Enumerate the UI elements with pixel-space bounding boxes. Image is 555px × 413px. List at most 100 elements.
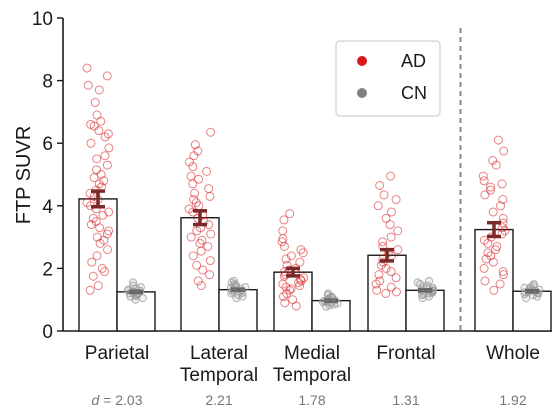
data-point-ad — [479, 263, 489, 273]
data-point-ad — [104, 207, 114, 217]
data-point-ad — [88, 213, 98, 223]
data-point-ad — [489, 285, 499, 295]
data-point-ad — [277, 237, 287, 247]
data-point-ad — [286, 251, 296, 261]
error-bars — [91, 189, 539, 303]
data-point-ad — [86, 220, 96, 230]
data-point-ad — [386, 267, 396, 277]
data-point-ad — [203, 241, 213, 251]
bars — [78, 198, 552, 332]
data-point-ad — [296, 245, 306, 255]
data-point-ad — [371, 279, 381, 289]
data-point-ad — [82, 63, 92, 73]
category-label: Whole — [486, 343, 540, 364]
bar-ad — [273, 271, 313, 332]
data-point-ad — [375, 180, 385, 190]
data-point-ad — [190, 188, 200, 198]
legend-marker-ad — [357, 56, 367, 66]
legend-marker-cn — [357, 88, 367, 98]
data-point-ad — [497, 179, 507, 189]
data-point-ad — [386, 232, 396, 242]
data-point-ad — [373, 201, 383, 211]
data-point-ad — [196, 246, 206, 256]
data-point-ad — [92, 251, 102, 261]
effect-size-label: d = 2.03 — [92, 392, 143, 408]
data-point-ad — [493, 135, 503, 145]
data-point-ad — [92, 154, 102, 164]
data-point-ad — [385, 220, 395, 230]
data-point-ad — [89, 173, 99, 183]
data-point-ad — [497, 223, 507, 233]
category-label: Lateral — [190, 343, 248, 364]
data-point-ad — [491, 245, 501, 255]
data-point-ad — [86, 138, 96, 148]
data-point-ad — [205, 270, 215, 280]
data-point-ad — [298, 248, 308, 258]
category-label: Frontal — [376, 343, 435, 364]
data-point-ad — [391, 195, 401, 205]
data-point-ad — [98, 210, 108, 220]
data-point-ad — [372, 285, 382, 295]
data-point-ad — [386, 282, 396, 292]
data-point-ad — [202, 166, 212, 176]
data-point-ad — [280, 298, 290, 308]
category-labels: Parietal LateralTemporalMedialTemporalFro… — [85, 343, 540, 386]
data-point-ad — [102, 71, 112, 81]
data-point-ad — [391, 287, 401, 297]
y-tick-label: 0 — [42, 322, 53, 343]
effect-size-label: 1.78 — [298, 392, 325, 408]
data-point-ad — [87, 257, 97, 267]
legend: AD CN — [335, 40, 441, 117]
data-point-ad — [206, 127, 216, 137]
data-point-ad — [193, 276, 203, 286]
data-point-ad — [85, 285, 95, 295]
data-point-ad — [97, 263, 107, 273]
data-point-ad — [393, 245, 403, 255]
data-point-cn — [238, 292, 247, 301]
data-point-ad — [192, 260, 202, 270]
data-point-ad — [103, 129, 113, 139]
data-point-ad — [379, 190, 389, 200]
data-point-ad — [279, 215, 289, 225]
data-point-ad — [480, 276, 490, 286]
data-point-ad — [186, 171, 196, 181]
data-point-ad — [95, 238, 105, 248]
data-point-ad — [88, 271, 98, 281]
effect-size-label: 2.21 — [205, 392, 232, 408]
effect-size-label: 1.31 — [392, 392, 419, 408]
data-point-ad — [498, 213, 508, 223]
data-point-ad — [296, 276, 306, 286]
data-point-ad — [93, 281, 103, 291]
data-point-ad — [393, 226, 403, 236]
data-point-ad — [391, 273, 401, 283]
y-tick-label: 10 — [32, 9, 53, 30]
data-point-ad — [184, 157, 194, 167]
data-point-ad — [192, 226, 202, 236]
data-point-ad — [495, 279, 505, 289]
data-point-ad — [291, 301, 301, 311]
data-point-ad — [279, 292, 289, 302]
bar-cn — [512, 290, 552, 332]
data-point-cn — [138, 294, 147, 303]
category-label: Temporal — [273, 365, 351, 386]
data-point-ad — [497, 229, 507, 239]
data-point-ad — [89, 121, 99, 131]
data-point-ad — [103, 245, 113, 255]
data-point-cn — [131, 295, 140, 304]
y-tick-label: 6 — [42, 134, 53, 155]
data-point-ad — [282, 288, 292, 298]
data-point-ad — [485, 185, 495, 195]
data-point-ad — [104, 143, 114, 153]
data-point-ad — [285, 285, 295, 295]
data-point-ad — [190, 140, 200, 150]
data-point-ad — [285, 209, 295, 219]
data-point-ad — [188, 162, 198, 172]
data-point-ad — [194, 174, 204, 184]
data-point-ad — [386, 207, 396, 217]
data-point-cn — [418, 294, 427, 303]
data-point-cn — [521, 294, 531, 303]
data-point-ad — [198, 265, 208, 275]
data-point-ad — [496, 201, 506, 211]
data-point-ad — [188, 251, 198, 261]
